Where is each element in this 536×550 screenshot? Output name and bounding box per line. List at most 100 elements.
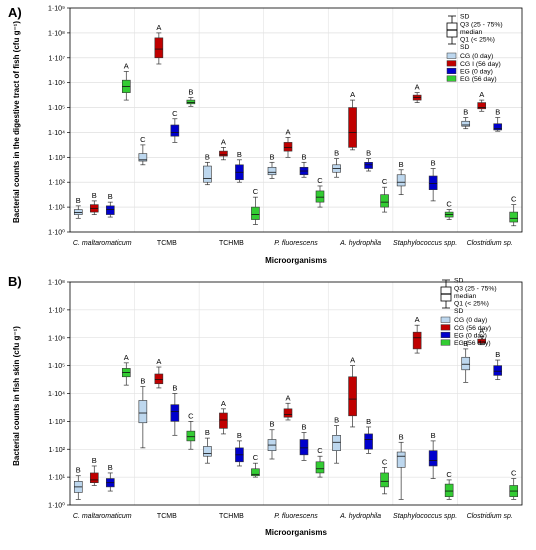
panel-a-x-axis-label: Microorganisms bbox=[265, 256, 327, 265]
significance-letter: C bbox=[446, 470, 452, 479]
panel-b: B) Bacterial counts in fish skin (cfu g⁻… bbox=[8, 274, 523, 537]
box-iqr bbox=[138, 153, 148, 162]
legend-box-item: SD bbox=[460, 14, 470, 21]
box-iqr bbox=[444, 483, 454, 497]
significance-letter: A bbox=[350, 90, 355, 99]
y-tick-label: 1·10⁴ bbox=[48, 130, 65, 137]
y-tick-label: 1·10³ bbox=[49, 419, 66, 426]
x-tick-label: TCMB bbox=[157, 513, 177, 520]
significance-letter: B bbox=[463, 108, 468, 117]
box-iqr bbox=[428, 175, 438, 190]
box-c-maltaromaticum-1: B bbox=[89, 456, 99, 486]
box-tchmb-2: B bbox=[235, 150, 244, 183]
box-a-hydrophila-2: B bbox=[364, 417, 373, 454]
x-tick-label: P. fluorescens bbox=[274, 240, 318, 247]
box-iqr bbox=[251, 468, 260, 477]
legend-box-item: Q3 (25 - 75%) bbox=[454, 286, 497, 293]
box-tchmb-0: B bbox=[203, 428, 212, 464]
significance-letter: C bbox=[317, 446, 323, 455]
legend-box-item: SD bbox=[460, 44, 470, 51]
panel-b-y-axis-label: Bacterial counts in fish skin (cfu g⁻¹) bbox=[12, 326, 21, 466]
box-a-hydrophila-0: B bbox=[332, 149, 341, 178]
legend-swatch bbox=[446, 52, 457, 59]
significance-letter: C bbox=[253, 453, 259, 462]
box-iqr bbox=[396, 451, 406, 468]
significance-letter: B bbox=[76, 196, 81, 205]
box-iqr bbox=[348, 107, 357, 148]
significance-letter: B bbox=[399, 432, 404, 441]
legend-swatch bbox=[446, 75, 457, 82]
legend-series-label: EG (56 day) bbox=[454, 340, 491, 347]
box-p-fluorescens-2: B bbox=[299, 423, 309, 461]
legend-box-item: median bbox=[454, 293, 477, 300]
y-tick-label: 1·10² bbox=[49, 180, 66, 187]
legend-box-item: Q1 (< 25%) bbox=[460, 37, 495, 44]
box-iqr bbox=[170, 404, 180, 422]
box-iqr bbox=[493, 365, 503, 376]
legend-series-label: EG (0 day) bbox=[454, 332, 487, 339]
box-clostridium-sp--2: B bbox=[493, 350, 503, 380]
box-iqr bbox=[364, 162, 373, 169]
significance-letter: B bbox=[237, 431, 242, 440]
box-iqr bbox=[219, 150, 228, 157]
box-iqr bbox=[186, 430, 196, 442]
significance-letter: C bbox=[172, 109, 178, 118]
box-iqr bbox=[332, 435, 341, 451]
y-tick-label: 1·10⁶ bbox=[48, 80, 65, 87]
box-staphylococcus-spp--0: B bbox=[396, 160, 406, 196]
y-tick-label: 1·10⁰ bbox=[48, 502, 65, 510]
significance-letter: B bbox=[188, 88, 193, 97]
x-tick-label: TCHMB bbox=[219, 240, 244, 247]
y-tick-label: 1·10⁷ bbox=[48, 55, 65, 62]
legend-series-label: CG I (56 day) bbox=[460, 61, 501, 68]
significance-letter: B bbox=[205, 152, 210, 161]
y-tick-label: 1·10³ bbox=[49, 155, 66, 162]
box-tcmb-2: C bbox=[170, 109, 180, 143]
x-tick-label: A. hydrophila bbox=[339, 240, 381, 247]
box-iqr bbox=[186, 99, 196, 105]
box-clostridium-sp--0: B bbox=[461, 339, 471, 383]
legend-box-item: Q1 (< 25%) bbox=[454, 301, 489, 308]
legend-box-item: SD bbox=[454, 278, 464, 285]
legend-series-label: EG (56 day) bbox=[460, 76, 497, 83]
legend-swatch bbox=[446, 67, 457, 74]
box-iqr bbox=[138, 400, 148, 424]
box-c-maltaromaticum-0: B bbox=[73, 466, 83, 500]
significance-letter: A bbox=[156, 23, 161, 32]
box-tcmb-1: A bbox=[154, 357, 164, 389]
significance-letter: B bbox=[92, 191, 97, 200]
x-tick-label: A. hydrophila bbox=[339, 513, 381, 520]
box-p-fluorescens-3: C bbox=[315, 176, 325, 208]
box-iqr bbox=[251, 206, 260, 220]
panel-a-label: A) bbox=[8, 5, 22, 20]
significance-letter: A bbox=[221, 399, 226, 408]
legend-series-label: CG (0 day) bbox=[454, 317, 487, 324]
panel-b-boxes: B B B A B A B C B A B C B A B C B A B C B A B C B A B C bbox=[73, 315, 519, 500]
significance-letter: A bbox=[479, 90, 484, 99]
box-tcmb-2: B bbox=[170, 384, 180, 436]
x-tick-label: Clostridium sp. bbox=[467, 513, 513, 520]
box-p-fluorescens-3: C bbox=[315, 446, 325, 478]
box-iqr bbox=[283, 142, 293, 152]
box-tcmb-0: B bbox=[138, 377, 148, 449]
box-a-hydrophila-1: A bbox=[348, 90, 357, 151]
panel-a-y-axis-label: Bacterial counts in the digestive tract … bbox=[12, 21, 21, 223]
x-tick-label: Staphylococcus spp. bbox=[393, 513, 457, 520]
box-staphylococcus-spp--2: B bbox=[428, 431, 438, 479]
significance-letter: C bbox=[382, 177, 388, 186]
significance-letter: B bbox=[463, 339, 468, 348]
box-iqr bbox=[364, 433, 373, 450]
significance-letter: A bbox=[479, 326, 484, 335]
y-tick-label: 1·10¹ bbox=[49, 475, 66, 482]
x-tick-label: Clostridium sp. bbox=[467, 240, 513, 247]
box-c-maltaromaticum-1: B bbox=[89, 191, 99, 215]
box-p-fluorescens-0: B bbox=[267, 420, 277, 460]
legend-series-label: EG (0 day) bbox=[460, 68, 493, 75]
panel-a-y-tick-labels: 1·10⁰ 1·10¹ 1·10² 1·10³ 1·10⁴ 1·10⁵ 1·10⁶ 1·10⁷… bbox=[48, 6, 70, 237]
y-tick-label: 1·10⁷ bbox=[48, 307, 65, 314]
box-iqr bbox=[396, 174, 406, 187]
box-iqr bbox=[477, 102, 487, 110]
significance-letter: B bbox=[269, 420, 274, 429]
